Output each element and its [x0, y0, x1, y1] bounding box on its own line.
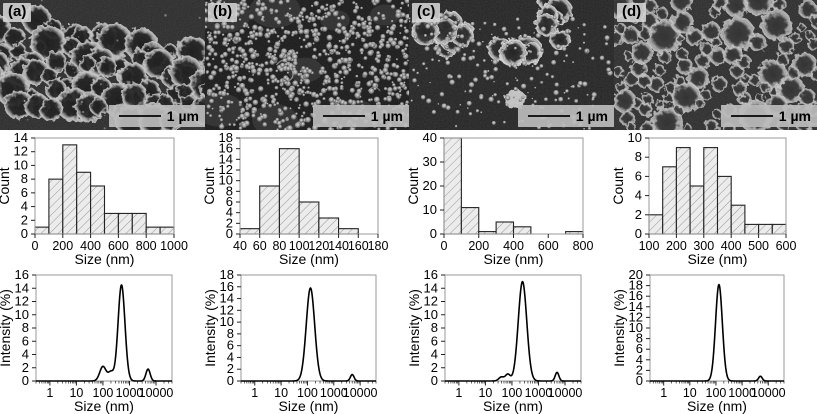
- svg-text:Count: Count: [405, 167, 421, 204]
- svg-text:1000: 1000: [160, 239, 188, 253]
- svg-text:4: 4: [22, 347, 29, 362]
- svg-text:Intensity (%): Intensity (%): [202, 289, 218, 367]
- svg-text:10000: 10000: [751, 386, 786, 400]
- svg-text:0: 0: [22, 373, 29, 388]
- svg-text:10000: 10000: [343, 386, 378, 400]
- svg-text:Size (nm): Size (nm): [484, 251, 544, 267]
- svg-text:14: 14: [424, 280, 438, 295]
- svg-text:1: 1: [455, 386, 462, 400]
- svg-text:60: 60: [253, 239, 267, 253]
- svg-text:10: 10: [15, 307, 29, 322]
- svg-text:10: 10: [424, 307, 438, 322]
- svg-text:10: 10: [628, 130, 642, 145]
- svg-text:2: 2: [635, 207, 642, 222]
- svg-text:20: 20: [423, 178, 437, 193]
- svg-text:600: 600: [776, 239, 797, 253]
- svg-text:40: 40: [423, 130, 437, 145]
- svg-text:8: 8: [22, 320, 29, 335]
- svg-text:2: 2: [22, 360, 29, 375]
- svg-text:800: 800: [573, 239, 594, 253]
- svg-text:1: 1: [251, 386, 258, 400]
- svg-text:2: 2: [431, 360, 438, 375]
- svg-text:6: 6: [22, 333, 29, 348]
- svg-text:6: 6: [21, 185, 28, 200]
- svg-text:200: 200: [52, 239, 73, 253]
- svg-text:Size (nm): Size (nm): [279, 251, 339, 267]
- svg-text:2: 2: [21, 212, 28, 227]
- svg-text:500: 500: [748, 239, 769, 253]
- svg-text:4: 4: [431, 347, 438, 362]
- svg-text:6: 6: [431, 333, 438, 348]
- svg-text:Size (nm): Size (nm): [687, 398, 747, 414]
- svg-text:10000: 10000: [139, 386, 174, 400]
- svg-text:0: 0: [441, 239, 448, 253]
- svg-text:1: 1: [46, 386, 53, 400]
- svg-text:40: 40: [233, 239, 247, 253]
- svg-text:10000: 10000: [548, 386, 583, 400]
- svg-text:14: 14: [15, 280, 29, 295]
- svg-text:10: 10: [423, 202, 437, 217]
- svg-text:Size (nm): Size (nm): [75, 251, 135, 267]
- svg-text:12: 12: [14, 144, 28, 159]
- svg-text:16: 16: [424, 267, 438, 282]
- svg-text:100: 100: [639, 239, 660, 253]
- svg-text:18: 18: [220, 267, 234, 282]
- svg-text:30: 30: [423, 154, 437, 169]
- svg-text:8: 8: [431, 320, 438, 335]
- svg-text:14: 14: [14, 130, 28, 145]
- svg-text:8: 8: [635, 149, 642, 164]
- svg-text:12: 12: [424, 294, 438, 309]
- svg-text:0: 0: [21, 226, 28, 241]
- svg-text:Size (nm): Size (nm): [688, 251, 748, 267]
- svg-text:Size (nm): Size (nm): [279, 398, 339, 414]
- svg-text:Count: Count: [0, 167, 12, 204]
- svg-text:20: 20: [629, 267, 643, 282]
- svg-text:160: 160: [348, 239, 369, 253]
- svg-text:10: 10: [14, 157, 28, 172]
- svg-text:Intensity (%): Intensity (%): [611, 289, 627, 367]
- svg-text:6: 6: [635, 168, 642, 183]
- svg-text:Count: Count: [610, 167, 626, 204]
- svg-text:0: 0: [32, 239, 39, 253]
- svg-text:0: 0: [430, 226, 437, 241]
- svg-text:Count: Count: [201, 167, 217, 204]
- svg-text:Size (nm): Size (nm): [483, 398, 543, 414]
- svg-text:200: 200: [666, 239, 687, 253]
- svg-text:Size (nm): Size (nm): [74, 398, 134, 414]
- svg-text:18: 18: [219, 130, 233, 145]
- svg-text:1: 1: [660, 386, 667, 400]
- svg-text:Intensity (%): Intensity (%): [406, 289, 422, 367]
- svg-text:12: 12: [15, 294, 29, 309]
- svg-text:0: 0: [431, 373, 438, 388]
- svg-text:4: 4: [635, 188, 642, 203]
- svg-text:16: 16: [15, 267, 29, 282]
- svg-text:180: 180: [368, 239, 389, 253]
- svg-text:8: 8: [21, 171, 28, 186]
- svg-text:Intensity (%): Intensity (%): [0, 289, 13, 367]
- svg-text:800: 800: [136, 239, 157, 253]
- svg-text:4: 4: [21, 199, 28, 214]
